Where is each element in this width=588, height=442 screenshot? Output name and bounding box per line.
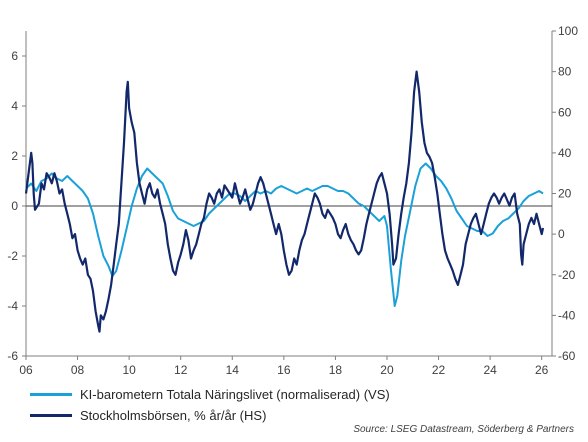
- x-tick-label: 22: [432, 363, 446, 377]
- right-tick-label: -60: [558, 349, 576, 363]
- legend: KI-barometern Totala Näringslivet (norma…: [30, 384, 390, 426]
- right-tick-label: 20: [558, 187, 572, 201]
- right-tick-label: 100: [558, 24, 578, 38]
- right-tick-label: -40: [558, 308, 576, 322]
- right-tick-label: 80: [558, 65, 572, 79]
- legend-label-ki: KI-barometern Totala Näringslivet (norma…: [80, 387, 390, 402]
- left-tick-label: 6: [11, 49, 18, 63]
- right-tick-label: -20: [558, 268, 576, 282]
- legend-label-stockholm: Stockholmsbörsen, % år/år (HS): [80, 408, 267, 423]
- x-tick-label: 06: [19, 363, 33, 377]
- x-tick-label: 26: [535, 363, 549, 377]
- legend-swatch-ki: [30, 393, 72, 396]
- left-tick-label: -6: [7, 349, 18, 363]
- x-tick-label: 10: [122, 363, 136, 377]
- left-tick-label: -2: [7, 249, 18, 263]
- series-line-stockholmsborsen: [24, 70, 545, 333]
- x-tick-label: 24: [483, 363, 497, 377]
- x-tick-label: 20: [380, 363, 394, 377]
- legend-item-stockholm: Stockholmsbörsen, % år/år (HS): [30, 405, 390, 426]
- x-tick-label: 08: [71, 363, 85, 377]
- source-note: Source: LSEG Datastream, Söderberg & Par…: [353, 424, 574, 435]
- series-line-ki-barometer: [25, 162, 544, 307]
- left-tick-label: -4: [7, 299, 18, 313]
- chart-series: [24, 70, 545, 333]
- right-tick-label: 60: [558, 105, 572, 119]
- left-tick-label: 2: [11, 149, 18, 163]
- right-tick-label: 0: [558, 227, 565, 241]
- x-tick-label: 14: [226, 363, 240, 377]
- x-tick-label: 12: [174, 363, 188, 377]
- x-tick-label: 16: [277, 363, 291, 377]
- left-tick-label: 4: [11, 99, 18, 113]
- right-tick-label: 40: [558, 146, 572, 160]
- legend-item-ki: KI-barometern Totala Näringslivet (norma…: [30, 384, 390, 405]
- legend-swatch-stockholm: [30, 414, 72, 417]
- left-tick-label: 0: [11, 199, 18, 213]
- x-tick-label: 18: [329, 363, 343, 377]
